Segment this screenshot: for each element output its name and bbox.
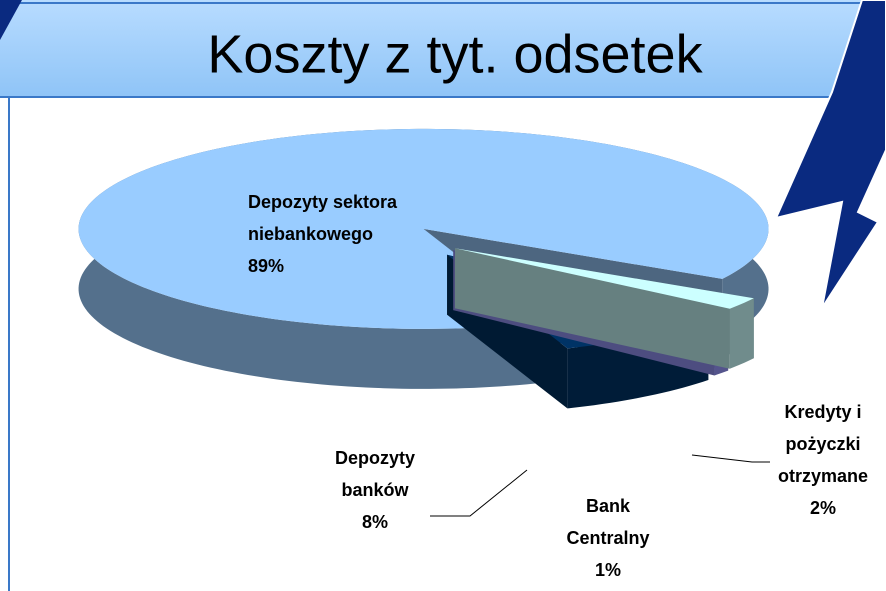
chart: Koszty z tyt. odsetek bbox=[0, 0, 886, 591]
slice-label: Depozyty banków 8% bbox=[310, 442, 440, 538]
leader-line bbox=[692, 455, 770, 462]
value-label: 2% bbox=[760, 492, 886, 524]
slice-side bbox=[730, 298, 754, 368]
slice-label: Kredyty i pożyczki otrzymane 2% bbox=[760, 396, 886, 524]
category-label: Depozyty banków bbox=[325, 442, 425, 506]
slice-label: Bank Centralny 1% bbox=[548, 490, 668, 586]
category-label: Bank Centralny bbox=[558, 490, 658, 554]
slice-label: Depozyty sektora niebankowego 89% bbox=[248, 186, 448, 282]
category-label: Depozyty sektora niebankowego bbox=[248, 186, 418, 250]
category-label: Kredyty i pożyczki otrzymane bbox=[768, 396, 878, 492]
chart-title: Koszty z tyt. odsetek bbox=[207, 24, 703, 84]
value-label: 89% bbox=[248, 250, 448, 282]
value-label: 1% bbox=[548, 554, 668, 586]
slide: {"chart_data": {"type": "pie3d", "title"… bbox=[0, 0, 886, 591]
leader-line bbox=[430, 470, 527, 516]
value-label: 8% bbox=[310, 506, 440, 538]
